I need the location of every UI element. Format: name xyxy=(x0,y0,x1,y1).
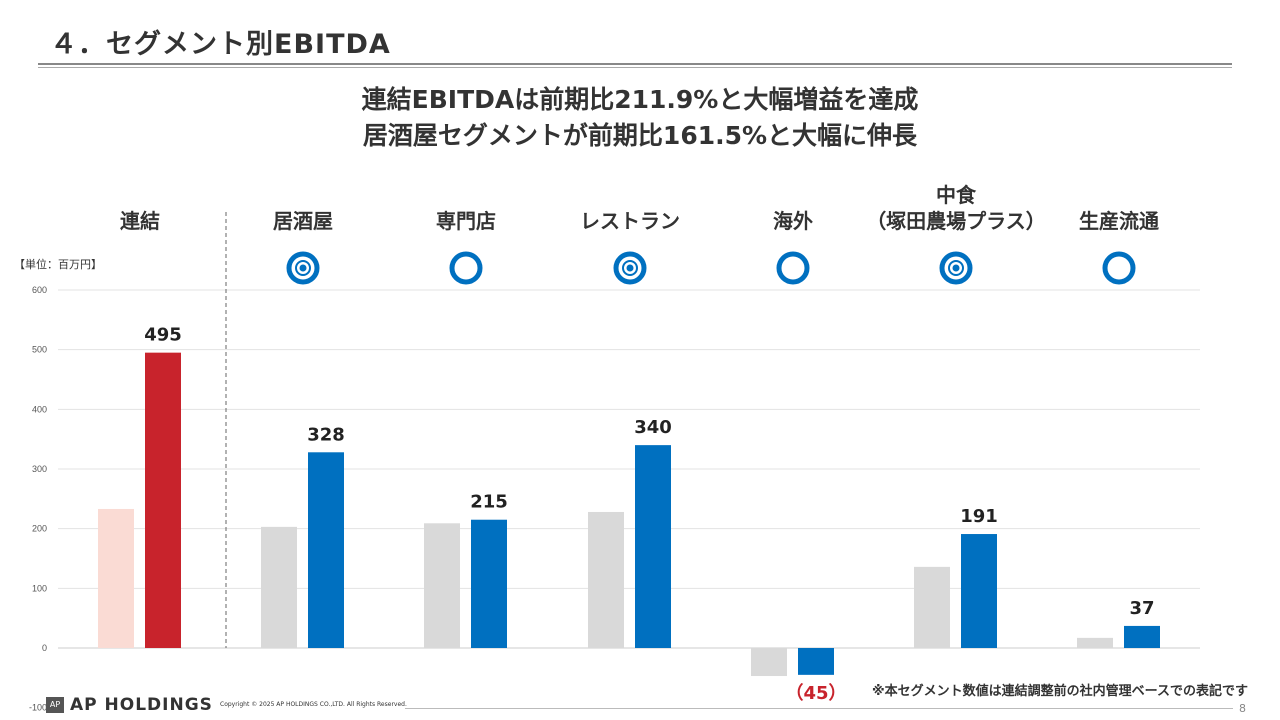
y-tick-label: 600 xyxy=(32,285,47,295)
y-tick-label: 100 xyxy=(32,583,47,593)
circle-icon xyxy=(449,251,483,285)
company-logo: AP AP HOLDINGS xyxy=(46,695,213,715)
logo-text: AP HOLDINGS xyxy=(70,695,213,715)
copyright: Copyright © 2025 AP HOLDINGS CO.,LTD. Al… xyxy=(220,701,407,708)
circle-icon xyxy=(776,251,810,285)
double-circle-icon xyxy=(613,251,647,285)
bar-prior xyxy=(751,648,787,677)
data-label: 215 xyxy=(470,492,508,513)
title-divider-thin xyxy=(38,67,1232,68)
data-label: 328 xyxy=(307,424,345,445)
category-label: 専門店 xyxy=(436,209,496,233)
inner-ring-icon xyxy=(295,260,311,276)
category-label: 生産流通 xyxy=(1079,209,1159,233)
category-label: レストラン xyxy=(580,209,680,233)
double-circle-icon xyxy=(939,251,973,285)
bar-current xyxy=(635,445,671,648)
bar-prior xyxy=(424,523,460,648)
title-divider xyxy=(38,63,1232,65)
inner-ring-icon xyxy=(622,260,638,276)
data-label: 37 xyxy=(1129,598,1154,619)
page-number: 8 xyxy=(1239,702,1246,715)
category-label: 居酒屋 xyxy=(273,209,333,233)
bar-prior xyxy=(261,526,297,648)
inner-ring-icon xyxy=(948,260,964,276)
headline-2: 居酒屋セグメントが前期比161.5%と大幅に伸長 xyxy=(362,121,918,150)
y-tick-label: 500 xyxy=(32,345,47,355)
footnote: ※本セグメント数値は連結調整前の社内管理ベースでの表記です xyxy=(872,684,1248,699)
bar-prior xyxy=(914,566,950,648)
page-title: ４．セグメント別EBITDA xyxy=(50,29,391,60)
category-label: 中食 xyxy=(936,183,977,207)
data-label: 495 xyxy=(144,325,182,346)
footer-divider xyxy=(405,708,1233,709)
logo-mark-icon: AP xyxy=(46,697,64,713)
category-label: （塚田農場プラス） xyxy=(866,209,1046,233)
y-tick-label: 400 xyxy=(32,404,47,414)
inner-dot-icon xyxy=(299,264,307,272)
data-label: （45） xyxy=(785,683,846,704)
data-label: 340 xyxy=(634,417,672,438)
bar-prior xyxy=(588,511,624,648)
data-label: 191 xyxy=(960,506,998,527)
y-tick-label: 0 xyxy=(42,643,47,653)
bar-prior xyxy=(1077,637,1113,648)
bar-current xyxy=(145,352,181,648)
y-tick-label: 300 xyxy=(32,464,47,474)
bar-current xyxy=(471,519,507,648)
unit-label: 【単位：百万円】 xyxy=(14,258,102,271)
bar-current xyxy=(1124,625,1160,648)
inner-dot-icon xyxy=(952,264,960,272)
bar-current xyxy=(798,648,834,675)
bar-current xyxy=(961,534,997,648)
inner-dot-icon xyxy=(626,264,634,272)
y-tick-label: 200 xyxy=(32,524,47,534)
category-label: 海外 xyxy=(773,209,813,233)
circle-icon xyxy=(1102,251,1136,285)
double-circle-icon xyxy=(286,251,320,285)
bar-prior xyxy=(98,508,134,648)
bar-current xyxy=(308,452,344,648)
headline-1: 連結EBITDAは前期比211.9%と大幅増益を達成 xyxy=(361,85,919,114)
y-tick-label: -100 xyxy=(29,703,47,713)
category-label: 連結 xyxy=(120,209,160,233)
